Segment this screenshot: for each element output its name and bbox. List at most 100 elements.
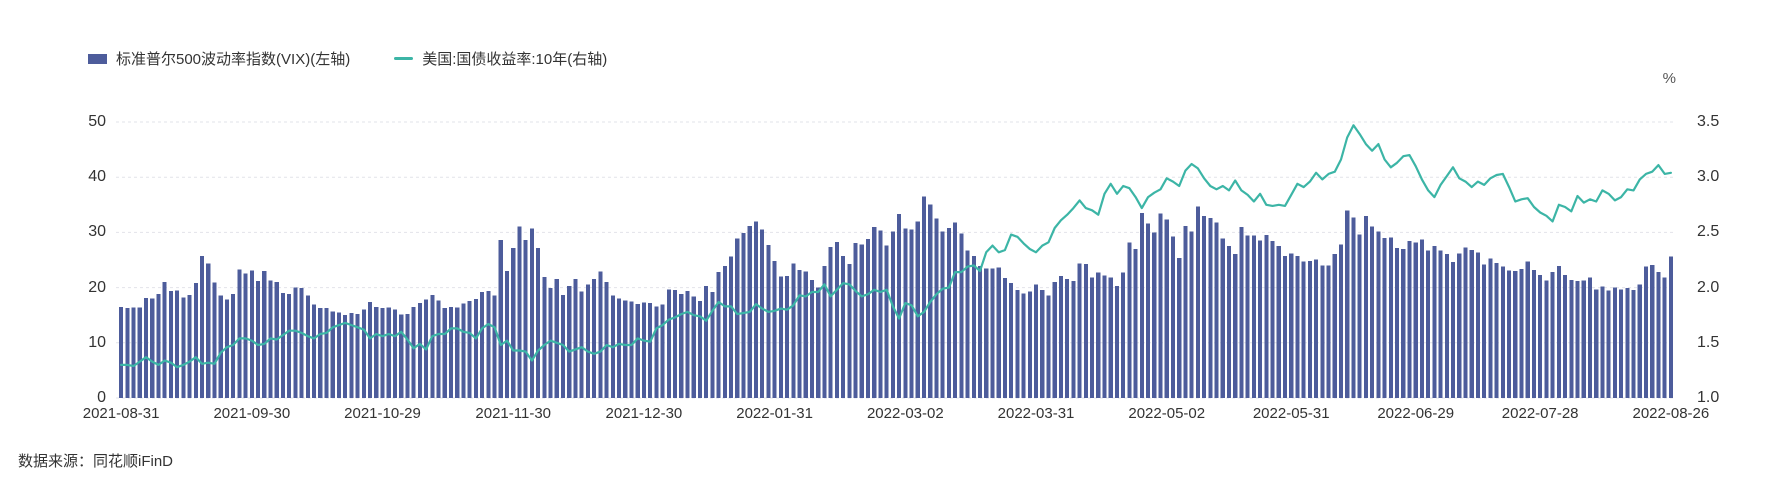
vix-bar	[996, 267, 1001, 398]
vix-bar	[623, 300, 628, 398]
vix-bar	[330, 311, 335, 398]
vix-bar	[442, 308, 447, 398]
vix-bar	[666, 289, 671, 398]
vix-bar	[847, 263, 852, 398]
vix-bar	[1631, 289, 1636, 398]
vix-bar	[704, 285, 709, 398]
vix-bar	[1457, 253, 1462, 398]
vix-bar	[1251, 235, 1256, 398]
vix-bar	[1463, 247, 1468, 398]
vix-bar	[940, 231, 945, 398]
legend-item-yield[interactable]: 美国:国债收益率:10年(右轴)	[394, 48, 607, 69]
vix-bar	[1475, 252, 1480, 398]
x-axis-tick-label: 2021-12-30	[605, 405, 683, 422]
vix-bar	[1413, 242, 1418, 398]
line-series-swatch-icon	[394, 57, 414, 60]
vix-bar	[1083, 263, 1088, 398]
vix-bar	[399, 314, 404, 398]
vix-bar	[1002, 278, 1007, 398]
vix-bar	[336, 312, 342, 398]
vix-bar	[766, 245, 771, 398]
vix-bar	[1426, 250, 1431, 398]
vix-bar	[480, 292, 485, 398]
vix-bar	[249, 270, 254, 398]
vix-bar	[548, 288, 553, 398]
vix-bar	[791, 263, 796, 398]
left-axis-tick-label: 20	[88, 278, 106, 296]
bar-series-swatch-icon	[88, 53, 107, 64]
vix-bar	[1146, 223, 1151, 398]
vix-bar	[380, 308, 385, 398]
x-axis-tick-label: 2022-01-31	[736, 405, 813, 422]
vix-bar	[778, 276, 783, 398]
vix-bar	[218, 295, 223, 398]
x-axis-tick-label: 2022-05-31	[1252, 405, 1330, 422]
right-axis-tick-label: 3.5	[1697, 113, 1720, 130]
vix-bar	[872, 226, 877, 398]
x-axis-tick-label: 2021-08-31	[82, 405, 160, 422]
vix-bar	[542, 277, 547, 398]
vix-bar	[1544, 280, 1549, 398]
vix-bar	[430, 294, 435, 398]
vix-bar	[1650, 264, 1655, 398]
vix-bar	[1133, 248, 1138, 398]
vix-bar	[1569, 279, 1574, 398]
vix-bar	[467, 300, 472, 398]
vix-bar	[206, 263, 211, 398]
vix-bar	[672, 289, 678, 398]
vix-bar	[392, 309, 398, 398]
vix-bar	[760, 229, 765, 398]
vix-bar	[1127, 242, 1132, 398]
vix-bar	[1643, 266, 1649, 398]
vix-bar	[1525, 261, 1530, 398]
vix-bar	[803, 271, 808, 398]
vix-bar	[498, 240, 503, 398]
vix-bar	[984, 268, 989, 398]
vix-bar	[156, 294, 161, 398]
vix-bar	[312, 304, 317, 398]
vix-bar	[405, 314, 410, 398]
vix-bar	[374, 306, 379, 398]
vix-bar	[697, 300, 702, 398]
vix-bar	[1357, 234, 1362, 398]
vix-bar	[1488, 258, 1493, 398]
vix-bar	[181, 297, 186, 398]
vix-bar	[635, 304, 640, 398]
vix-bar	[237, 269, 242, 398]
vix-bar	[1500, 266, 1505, 398]
vix-bar	[585, 284, 590, 398]
vix-bar	[368, 301, 373, 398]
vix-bar	[629, 301, 634, 398]
vix-bar	[822, 266, 827, 398]
x-axis-tick-label: 2022-03-31	[997, 405, 1075, 422]
right-axis-tick-label: 3.0	[1697, 168, 1720, 186]
vix-bar	[1351, 217, 1356, 398]
vix-bar	[1295, 256, 1300, 398]
vix-bar	[1102, 275, 1107, 398]
vix-bar	[1587, 277, 1593, 398]
legend-label-vix: 标准普尔500波动率指数(VIX)(左轴)	[116, 51, 351, 68]
vix-bar	[971, 256, 976, 398]
vix-bar	[1077, 263, 1082, 398]
vix-bar	[1220, 238, 1225, 398]
vix-bar	[1071, 280, 1076, 398]
vix-bar	[1208, 218, 1213, 398]
vix-bar	[349, 312, 354, 398]
vix-bar	[305, 295, 310, 398]
vix-bar	[1575, 280, 1580, 398]
vix-bar	[841, 256, 846, 398]
vix-bar	[1450, 262, 1456, 398]
vix-bar	[1164, 219, 1169, 398]
vix-bar	[1612, 287, 1617, 398]
vix-bar	[710, 292, 715, 398]
legend-item-vix[interactable]: 标准普尔500波动率指数(VIX)(左轴)	[88, 48, 350, 69]
vix-bar	[137, 307, 142, 398]
vix-bar	[809, 279, 815, 398]
vix-bar	[150, 298, 155, 398]
vix-bar	[1538, 274, 1543, 398]
vix-bar	[897, 214, 902, 398]
vix-bar	[1270, 241, 1275, 398]
vix-bar	[473, 299, 478, 398]
legend: 标准普尔500波动率指数(VIX)(左轴) 美国:国债收益率:10年(右轴)	[88, 48, 607, 69]
